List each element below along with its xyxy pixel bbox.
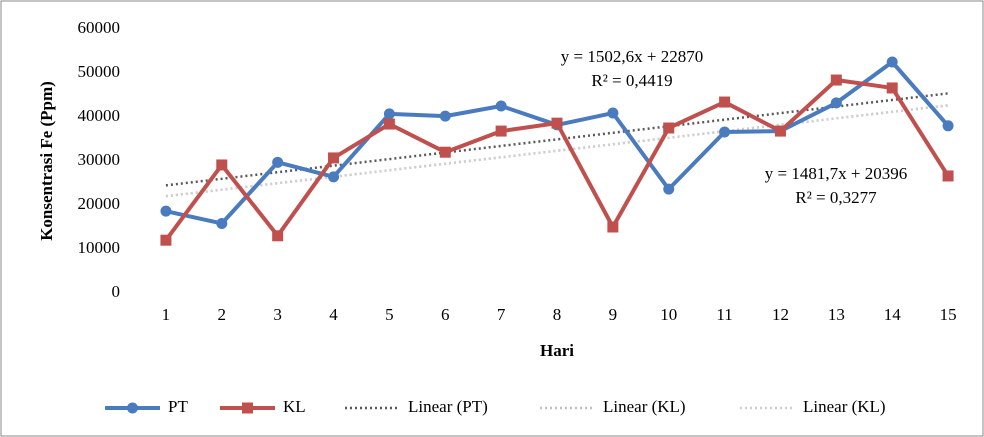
- trendline: [165, 92, 949, 187]
- marker: [719, 96, 731, 108]
- y-tick-label: 60000: [78, 18, 121, 37]
- marker: [328, 152, 340, 164]
- y-tick-label: 40000: [78, 106, 121, 125]
- marker: [886, 56, 898, 68]
- marker: [607, 221, 619, 233]
- marker: [942, 120, 954, 132]
- y-tick-label: 20000: [78, 194, 121, 213]
- marker: [328, 171, 340, 183]
- legend-label: Linear (KL): [603, 397, 686, 416]
- x-tick-label: 10: [660, 305, 677, 324]
- x-axis-title: Hari: [540, 341, 574, 360]
- marker: [383, 118, 395, 130]
- x-tick-label: 15: [940, 305, 957, 324]
- x-tick-label: 9: [609, 305, 618, 324]
- x-tick-label: 13: [828, 305, 845, 324]
- marker: [663, 122, 675, 134]
- marker: [942, 170, 954, 182]
- y-tick-label: 10000: [78, 238, 121, 257]
- y-axis-title: Konsentrasi Fe (Ppm): [37, 81, 56, 241]
- marker: [830, 97, 842, 109]
- marker: [383, 108, 395, 120]
- x-tick-label: 12: [772, 305, 789, 324]
- legend-label: Linear (KL): [803, 397, 886, 416]
- marker: [774, 125, 786, 137]
- trend-r2: R² = 0,3277: [795, 188, 877, 207]
- marker: [272, 156, 284, 168]
- x-tick-label: 1: [162, 305, 171, 324]
- marker: [216, 159, 228, 171]
- x-tick-label: 3: [273, 305, 282, 324]
- marker: [830, 74, 842, 86]
- x-tick-label: 5: [385, 305, 394, 324]
- x-tick-label: 2: [218, 305, 227, 324]
- y-tick-label: 0: [112, 282, 121, 301]
- marker: [216, 217, 228, 229]
- x-tick-label: 7: [497, 305, 506, 324]
- trend-equation: y = 1502,6x + 22870: [561, 47, 703, 66]
- x-tick-label: 4: [329, 305, 338, 324]
- trend-equation: y = 1481,7x + 20396: [765, 164, 907, 183]
- trend-r2: R² = 0,4419: [591, 71, 672, 90]
- legend-label: PT: [168, 397, 188, 416]
- marker: [160, 234, 172, 246]
- x-tick-label: 11: [716, 305, 732, 324]
- y-tick-label: 50000: [78, 62, 121, 81]
- marker: [272, 230, 284, 242]
- marker: [439, 110, 451, 122]
- marker: [439, 146, 451, 158]
- legend-label: KL: [283, 397, 306, 416]
- trendline: [165, 104, 949, 198]
- legend-label: Linear (PT): [408, 397, 488, 416]
- marker: [160, 205, 172, 217]
- x-tick-label: 8: [553, 305, 562, 324]
- marker: [607, 107, 619, 119]
- marker: [495, 100, 507, 112]
- y-tick-label: 30000: [78, 150, 121, 169]
- marker: [719, 126, 731, 138]
- marker: [495, 125, 507, 137]
- marker: [127, 402, 138, 414]
- marker: [242, 402, 253, 414]
- x-tick-label: 14: [884, 305, 902, 324]
- marker: [663, 183, 675, 195]
- marker: [886, 82, 898, 94]
- marker: [551, 117, 563, 129]
- x-tick-label: 6: [441, 305, 450, 324]
